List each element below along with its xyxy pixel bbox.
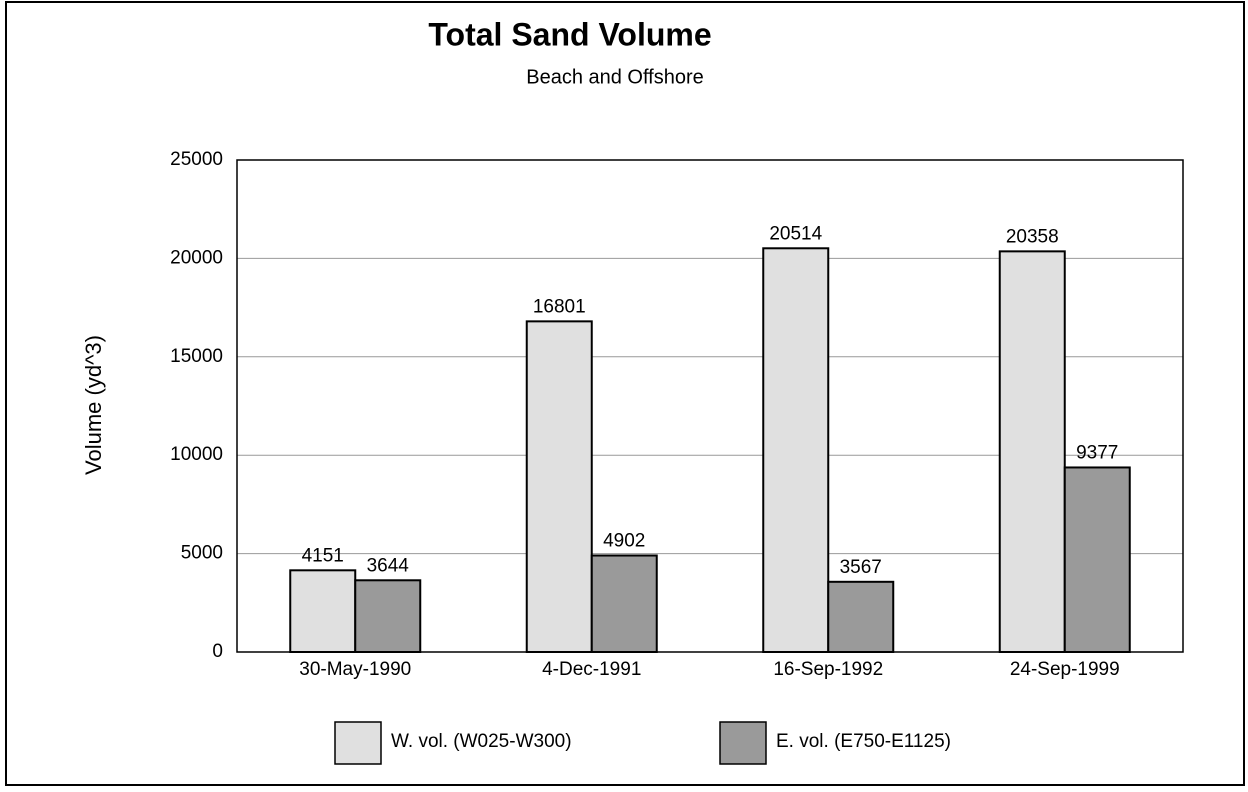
legend-label: W. vol. (W025-W300) — [391, 731, 572, 752]
x-tick-label: 4-Dec-1991 — [542, 659, 641, 680]
bar — [289, 569, 357, 654]
y-tick-label: 0 — [212, 641, 223, 662]
y-tick-label: 25000 — [170, 149, 223, 170]
chart-subtitle: Beach and Offshore — [526, 66, 704, 88]
x-tick-label: 24-Sep-1999 — [1010, 659, 1120, 680]
data-label: 4902 — [603, 531, 645, 552]
data-label: 3567 — [840, 557, 882, 578]
y-tick-label: 15000 — [170, 346, 223, 367]
data-label: 4151 — [302, 545, 344, 566]
bar — [762, 247, 830, 653]
y-tick-label: 5000 — [181, 543, 223, 564]
legend-swatch — [719, 721, 767, 765]
data-label: 20358 — [1006, 226, 1059, 247]
x-tick-label: 16-Sep-1992 — [773, 659, 883, 680]
data-label: 16801 — [533, 296, 586, 317]
bar — [590, 554, 658, 653]
data-label: 20514 — [769, 223, 822, 244]
y-tick-label: 20000 — [170, 247, 223, 268]
bar — [1063, 466, 1131, 653]
legend-label: E. vol. (E750-E1125) — [776, 731, 951, 752]
bar — [525, 320, 593, 653]
x-tick-label: 30-May-1990 — [299, 659, 411, 680]
chart-title: Total Sand Volume — [428, 16, 711, 52]
legend-swatch — [334, 721, 382, 765]
y-tick-label: 10000 — [170, 444, 223, 465]
bar — [998, 250, 1066, 653]
bar — [354, 579, 422, 653]
plot-border — [236, 159, 1184, 653]
frame — [5, 1, 1245, 786]
bar — [827, 580, 895, 654]
y-axis-label: Volume (yd^3) — [81, 335, 106, 475]
data-label: 9377 — [1076, 442, 1118, 463]
data-label: 3644 — [367, 555, 410, 576]
